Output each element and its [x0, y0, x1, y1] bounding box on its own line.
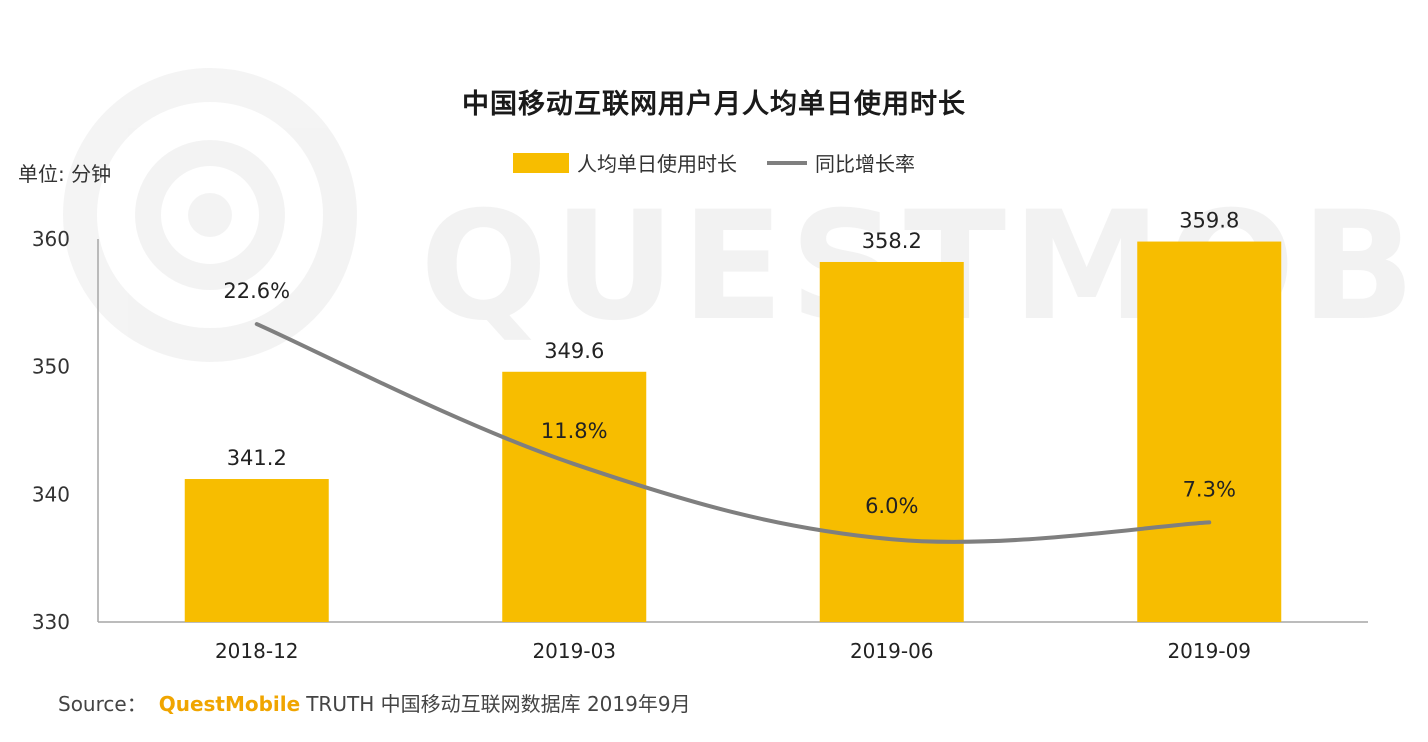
- legend-bar-swatch: [513, 152, 569, 173]
- y-tick-label: 350: [32, 355, 70, 379]
- y-tick-label: 360: [32, 227, 70, 251]
- legend-line-swatch: [767, 160, 807, 165]
- legend: 人均单日使用时长 同比增长率: [0, 148, 1428, 177]
- growth-rate-label: 11.8%: [541, 419, 608, 443]
- bar: [819, 261, 964, 622]
- x-tick-label: 2019-09: [1167, 639, 1251, 663]
- source-text: TRUTH 中国移动互联网数据库 2019年9月: [306, 692, 691, 716]
- bar-value-label: 358.2: [862, 229, 922, 253]
- growth-rate-label: 7.3%: [1183, 477, 1236, 501]
- growth-rate-label: 22.6%: [223, 279, 290, 303]
- source-note: Source： QuestMobile TRUTH 中国移动互联网数据库 201…: [58, 688, 691, 717]
- x-tick-label: 2019-06: [850, 639, 934, 663]
- bar-value-label: 349.6: [544, 339, 604, 363]
- legend-item-line: 同比增长率: [767, 148, 915, 177]
- x-tick-label: 2019-03: [532, 639, 616, 663]
- bar: [184, 479, 329, 622]
- unit-label: 单位: 分钟: [18, 162, 112, 186]
- legend-line-label: 同比增长率: [815, 152, 915, 176]
- bar: [1137, 241, 1282, 622]
- y-tick-label: 330: [32, 610, 70, 634]
- bar: [502, 371, 647, 622]
- source-prefix: Source：: [58, 692, 147, 716]
- bar-value-label: 341.2: [227, 446, 287, 470]
- bar-value-label: 359.8: [1179, 209, 1239, 233]
- growth-rate-line: [254, 322, 1212, 544]
- x-tick-label: 2018-12: [215, 639, 299, 663]
- legend-item-bar: 人均单日使用时长: [513, 148, 737, 177]
- source-brand: QuestMobile: [158, 692, 301, 716]
- growth-rate-label: 6.0%: [865, 494, 918, 518]
- legend-bar-label: 人均单日使用时长: [577, 152, 737, 176]
- chart-title: 中国移动互联网用户月人均单日使用时长: [462, 89, 966, 120]
- y-tick-label: 340: [32, 482, 70, 506]
